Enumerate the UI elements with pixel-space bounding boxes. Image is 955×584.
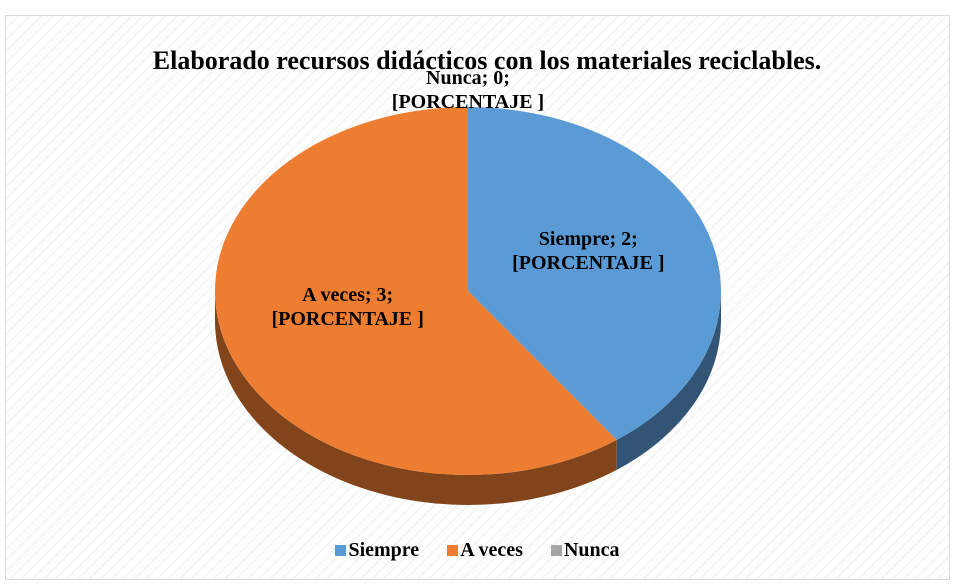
- slice: [214, 107, 617, 476]
- legend-item: Siempre: [335, 539, 419, 562]
- data-label: Nunca; 0; [PORCENTAJE ]: [391, 67, 545, 113]
- pie-sides: [215, 291, 721, 505]
- legend-swatch: [447, 545, 459, 556]
- chart-title: Elaborado recursos didácticos con los ma…: [153, 46, 821, 75]
- slice: [468, 107, 721, 440]
- legend-label: Siempre: [348, 539, 420, 561]
- legend: Siempre A veces Nunca: [0, 539, 955, 562]
- legend-label: A veces: [460, 539, 523, 561]
- data-label: Siempre; 2; [PORCENTAJE ]: [512, 227, 665, 274]
- slice-side: [215, 291, 617, 505]
- legend-item: Nunca: [550, 539, 620, 562]
- legend-swatch: [550, 545, 562, 556]
- slice-side: [616, 291, 721, 470]
- legend-item: A veces: [447, 539, 523, 562]
- pie-tops: [214, 107, 721, 476]
- legend-swatch: [335, 545, 347, 556]
- legend-label: Nunca: [563, 539, 620, 561]
- data-label: A veces; 3; [PORCENTAJE ]: [271, 284, 424, 331]
